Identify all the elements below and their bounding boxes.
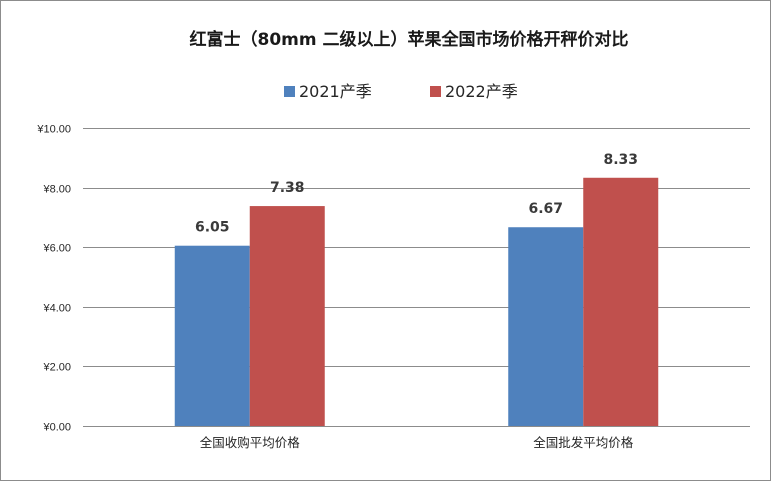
y-tick-label: ¥2.00 [42, 362, 71, 374]
x-category-label: 全国收购平均价格 [200, 435, 301, 450]
data-labels: 6.05 7.38 6.67 8.33 [195, 152, 638, 236]
legend-swatch [284, 86, 295, 97]
y-tick-label: ¥10.00 [36, 124, 71, 136]
y-tick-label: ¥6.00 [42, 243, 71, 255]
y-tick-label: ¥8.00 [42, 184, 71, 196]
data-label: 6.67 [528, 201, 563, 217]
x-category-label: 全国批发平均价格 [533, 435, 634, 450]
bar-series-2022-0 [249, 206, 325, 426]
y-tick-label: ¥4.00 [42, 303, 71, 315]
legend: 2021产季 2022产季 [284, 82, 518, 101]
legend-label: 2022产季 [445, 82, 518, 101]
bar-series-2021-0 [174, 245, 250, 426]
legend-swatch [430, 86, 441, 97]
data-label: 6.05 [195, 220, 230, 236]
chart-title: 红富士（80mm 二级以上）苹果全国市场价格开秤价对比 [189, 29, 628, 50]
x-axis-categories: 全国收购平均价格 全国批发平均价格 [200, 435, 634, 450]
bar-series-2021-1 [508, 227, 584, 426]
legend-label: 2021产季 [299, 82, 372, 101]
bar-series-2022-1 [583, 177, 659, 426]
bars [174, 177, 659, 426]
y-tick-label: ¥0.00 [42, 422, 71, 434]
data-label: 7.38 [270, 180, 305, 196]
y-axis-ticks: ¥0.00 ¥2.00 ¥4.00 ¥6.00 ¥8.00 ¥10.00 [36, 124, 71, 434]
data-label: 8.33 [603, 152, 638, 168]
